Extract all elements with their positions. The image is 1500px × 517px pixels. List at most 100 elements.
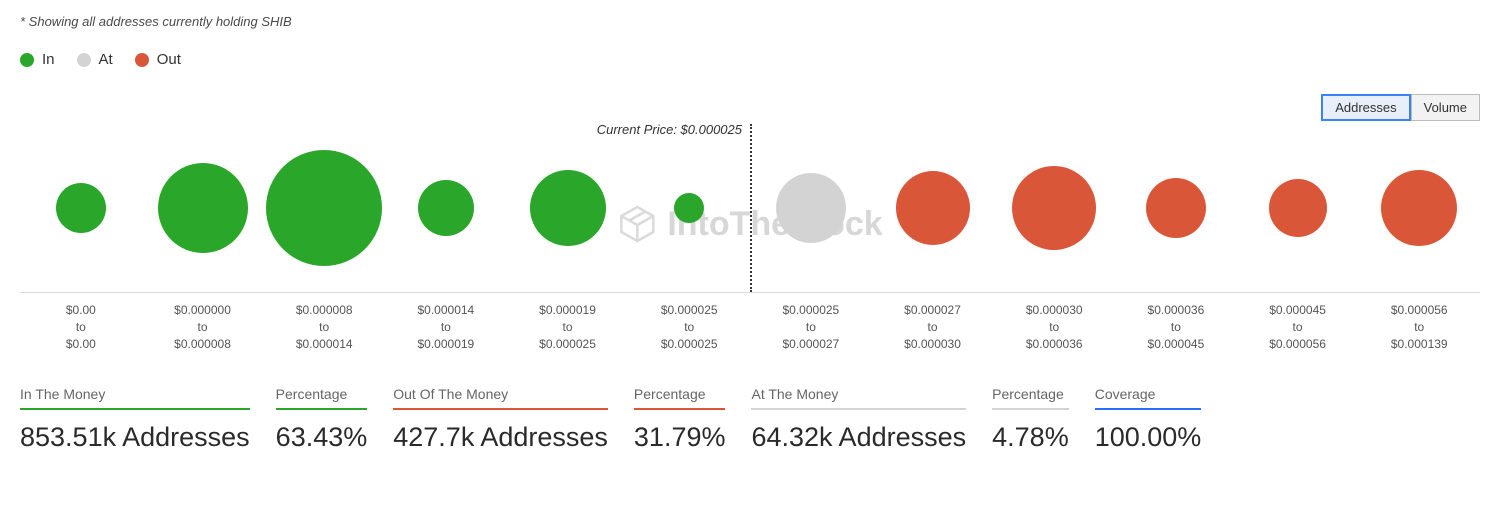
range-label: $0.000019to$0.000025	[507, 302, 629, 352]
bubble[interactable]	[776, 173, 846, 243]
stat-value: 31.79%	[634, 422, 726, 453]
stat-label: Out Of The Money	[393, 386, 608, 410]
bubble[interactable]	[266, 150, 382, 266]
bubble[interactable]	[56, 183, 106, 233]
stat-label: Percentage	[992, 386, 1069, 410]
stat-value: 100.00%	[1095, 422, 1202, 453]
note-text: * Showing all addresses currently holdin…	[20, 14, 1480, 29]
stat-label: Percentage	[276, 386, 368, 410]
range-label: $0.000008to$0.000014	[263, 302, 385, 352]
range-label: $0.000030to$0.000036	[993, 302, 1115, 352]
bubble-cell	[750, 124, 872, 292]
toggle-volume[interactable]: Volume	[1411, 94, 1480, 121]
bubble-cell	[628, 124, 750, 292]
range-to: $0.000027	[750, 336, 872, 353]
range-to-word: to	[750, 319, 872, 336]
range-from: $0.000014	[385, 302, 507, 319]
stat-label: Coverage	[1095, 386, 1202, 410]
range-to-word: to	[142, 319, 264, 336]
bubble-cell	[263, 124, 385, 292]
legend-swatch	[77, 53, 91, 67]
bubble-cell	[1358, 124, 1480, 292]
range-to: $0.000030	[872, 336, 994, 353]
range-to-word: to	[1237, 319, 1359, 336]
stat-block: Percentage63.43%	[276, 386, 368, 453]
range-label: $0.000014to$0.000019	[385, 302, 507, 352]
bubble-chart: IntoTheBlock Current Price: $0.000025 $0…	[20, 124, 1480, 354]
range-from: $0.000008	[263, 302, 385, 319]
range-to: $0.000025	[507, 336, 629, 353]
bubble-row	[20, 124, 1480, 292]
range-to-word: to	[872, 319, 994, 336]
range-label: $0.000025to$0.000027	[750, 302, 872, 352]
range-from: $0.000000	[142, 302, 264, 319]
range-to: $0.00	[20, 336, 142, 353]
legend-swatch	[135, 53, 149, 67]
range-to: $0.000056	[1237, 336, 1359, 353]
legend-item-at[interactable]: At	[77, 51, 113, 68]
range-to-word: to	[507, 319, 629, 336]
range-from: $0.000025	[628, 302, 750, 319]
stat-block: At The Money 64.32k Addresses	[751, 386, 966, 453]
legend-label: Out	[157, 51, 181, 68]
axis-labels: $0.00to$0.00$0.000000to$0.000008$0.00000…	[20, 302, 1480, 352]
bubble[interactable]	[674, 193, 704, 223]
bubble[interactable]	[1012, 166, 1096, 250]
range-from: $0.000019	[507, 302, 629, 319]
axis-line	[20, 292, 1480, 293]
stat-block: Percentage 4.78%	[992, 386, 1069, 453]
range-label: $0.000036to$0.000045	[1115, 302, 1237, 352]
range-label: $0.000025to$0.000025	[628, 302, 750, 352]
bubble-cell	[1237, 124, 1359, 292]
range-from: $0.000030	[993, 302, 1115, 319]
range-to-word: to	[263, 319, 385, 336]
range-to-word: to	[385, 319, 507, 336]
bubble[interactable]	[1269, 179, 1327, 237]
toggle-addresses[interactable]: Addresses	[1321, 94, 1410, 121]
stat-value: 853.51k Addresses	[20, 422, 250, 453]
stat-block: Percentage 31.79%	[634, 386, 726, 453]
range-to: $0.000008	[142, 336, 264, 353]
range-from: $0.000025	[750, 302, 872, 319]
legend-item-in[interactable]: In	[20, 51, 55, 68]
stat-label: Percentage	[634, 386, 726, 410]
range-to: $0.000036	[993, 336, 1115, 353]
bubble[interactable]	[896, 171, 970, 245]
legend-label: In	[42, 51, 55, 68]
stats-row: In The Money853.51k AddressesPercentage6…	[20, 386, 1480, 453]
stat-value: 4.78%	[992, 422, 1069, 453]
range-to-word: to	[993, 319, 1115, 336]
legend-item-out[interactable]: Out	[135, 51, 181, 68]
stat-value: 64.32k Addresses	[751, 422, 966, 453]
range-to-word: to	[20, 319, 142, 336]
range-from: $0.000056	[1358, 302, 1480, 319]
range-from: $0.000045	[1237, 302, 1359, 319]
legend-swatch	[20, 53, 34, 67]
bubble-cell	[507, 124, 629, 292]
range-label: $0.000045to$0.000056	[1237, 302, 1359, 352]
bubble-cell	[993, 124, 1115, 292]
range-from: $0.000027	[872, 302, 994, 319]
bubble[interactable]	[158, 163, 248, 253]
stat-value: 427.7k Addresses	[393, 422, 608, 453]
stat-label: At The Money	[751, 386, 966, 410]
range-to: $0.000019	[385, 336, 507, 353]
range-label: $0.000000to$0.000008	[142, 302, 264, 352]
bubble[interactable]	[530, 170, 606, 246]
range-to-word: to	[1358, 319, 1480, 336]
range-to: $0.000045	[1115, 336, 1237, 353]
range-to-word: to	[628, 319, 750, 336]
range-to: $0.000025	[628, 336, 750, 353]
bubble-cell	[20, 124, 142, 292]
bubble-cell	[1115, 124, 1237, 292]
bubble-cell	[142, 124, 264, 292]
bubble[interactable]	[418, 180, 474, 236]
range-label: $0.000027to$0.000030	[872, 302, 994, 352]
stat-label: In The Money	[20, 386, 250, 410]
bubble[interactable]	[1381, 170, 1457, 246]
range-to: $0.000139	[1358, 336, 1480, 353]
stat-block: Coverage 100.00%	[1095, 386, 1202, 453]
legend-label: At	[99, 51, 113, 68]
bubble[interactable]	[1146, 178, 1206, 238]
range-from: $0.00	[20, 302, 142, 319]
